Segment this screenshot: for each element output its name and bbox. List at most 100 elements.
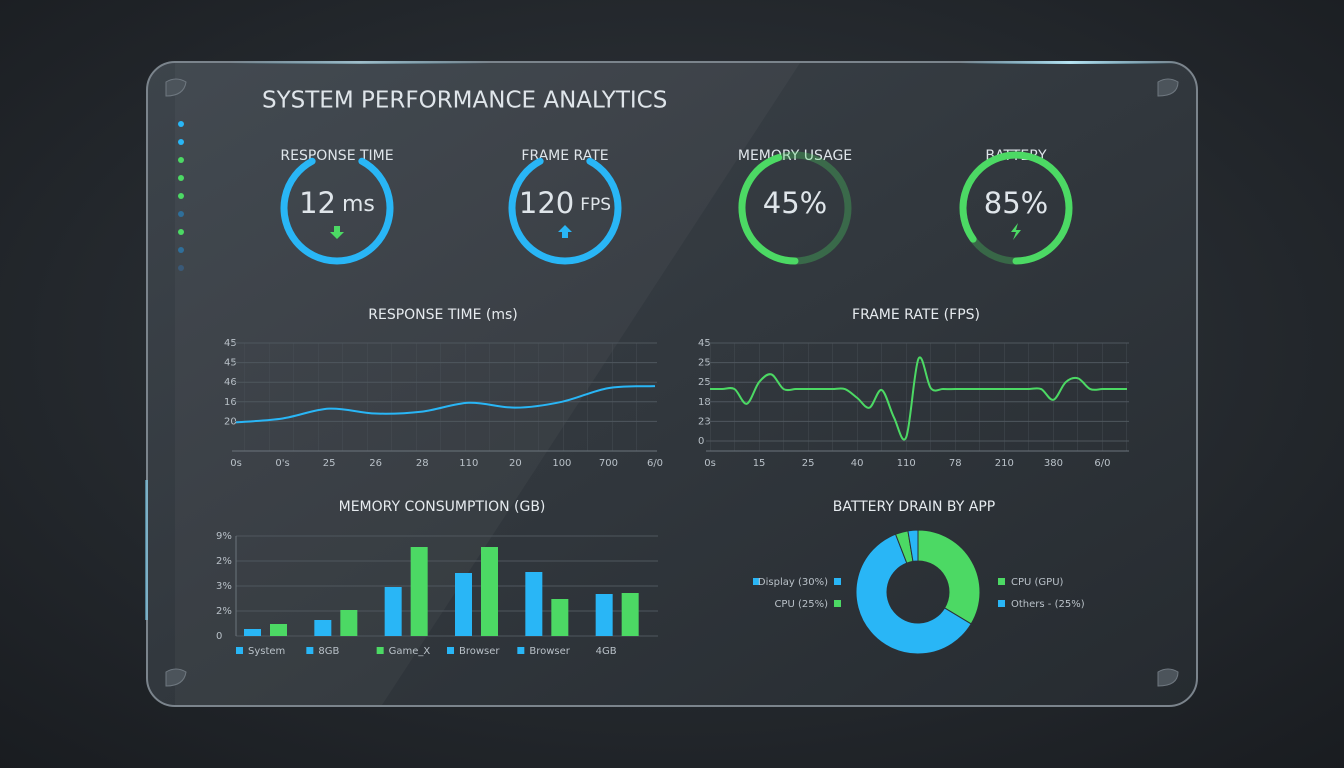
edge-glow [960, 61, 1180, 64]
category-marker [376, 647, 384, 654]
legend-label: CPU (GPU) [1011, 577, 1064, 588]
pie-slice [907, 529, 919, 562]
x-tick-label: 110 [459, 458, 478, 469]
bar [384, 587, 402, 636]
gauge-value: 12 ms [299, 186, 375, 220]
y-tick-label: 45 [224, 338, 237, 349]
x-tick-label: 26 [369, 458, 382, 469]
y-tick-label: 18 [698, 397, 711, 408]
chart-title: BATTERY DRAIN BY APP [833, 499, 996, 515]
category-marker [306, 647, 314, 654]
legend-label: CPU (25%) [774, 599, 828, 610]
bar [340, 610, 358, 636]
x-tick-label: Browser [459, 646, 500, 657]
gauge-unit: ms [342, 192, 375, 217]
trend-arrow [330, 226, 344, 239]
x-tick-label: 4GB [596, 646, 617, 657]
page-title: SYSTEM PERFORMANCE ANALYTICS [262, 88, 667, 114]
gauge-arc [959, 151, 1073, 265]
x-tick-label: 0s [704, 458, 716, 469]
y-tick-label: 0 [698, 436, 704, 447]
y-tick-label: 0 [216, 631, 222, 642]
legend-swatch [998, 600, 1005, 607]
legend-label: Others - (25%) [1011, 599, 1085, 610]
plot-grid [232, 343, 657, 451]
gauge-unit: FPS [580, 195, 611, 215]
pie-slice [855, 533, 972, 655]
gauge-number: 120 [519, 186, 574, 220]
line-series [709, 356, 1127, 441]
y-tick-label: 23 [698, 416, 711, 427]
gauge-number: 12 [299, 186, 336, 220]
x-tick-label: 100 [552, 458, 571, 469]
gauge-arc [738, 154, 799, 265]
bar [314, 620, 332, 636]
x-tick-label: 0's [275, 458, 289, 469]
bolt-icon [1011, 223, 1021, 240]
line-series [235, 385, 656, 424]
gauge-title: RESPONSE TIME [280, 148, 393, 164]
bar [595, 594, 613, 636]
x-tick-label: 700 [599, 458, 618, 469]
y-tick-label: 16 [224, 397, 237, 408]
x-tick-label: 25 [323, 458, 336, 469]
y-tick-label: 9% [216, 531, 232, 542]
legend-label: Display (30%) [758, 577, 828, 588]
y-tick-label: 45 [224, 358, 237, 369]
x-tick-label: 28 [416, 458, 429, 469]
pie-slice [917, 529, 981, 625]
gauge-ring [508, 157, 622, 265]
gauge-ring [280, 157, 394, 265]
y-tick-label: 45 [698, 338, 711, 349]
bar [410, 547, 428, 636]
x-tick-label: 6/0 [647, 458, 663, 469]
x-tick-label: 20 [509, 458, 522, 469]
chart-title: MEMORY CONSUMPTION (GB) [339, 499, 546, 515]
legend-swatch [998, 578, 1005, 585]
edge-glow [145, 480, 148, 620]
gauge-value: 45% [763, 186, 827, 220]
bar [481, 547, 498, 636]
y-tick-label: 20 [224, 416, 237, 427]
category-marker [447, 647, 454, 654]
trend-arrow [558, 225, 572, 238]
bar [551, 599, 569, 636]
category-marker [517, 647, 525, 654]
y-tick-label: 25 [698, 377, 711, 388]
x-tick-label: 8GB [318, 646, 339, 657]
x-tick-label: System [248, 646, 285, 657]
bar [270, 624, 287, 636]
y-tick-label: 2% [216, 606, 232, 617]
bar [621, 593, 639, 636]
x-tick-label: 0s [230, 458, 242, 469]
legend-swatch [834, 600, 841, 607]
gauge-value: 120 FPS [519, 186, 611, 220]
y-tick-label: 25 [698, 358, 711, 369]
edge-glow [230, 61, 490, 64]
legend-swatch [753, 578, 760, 585]
y-tick-label: 2% [216, 556, 232, 567]
x-tick-label: 6/0 [1094, 458, 1110, 469]
bar [455, 573, 472, 636]
x-tick-label: 25 [802, 458, 815, 469]
y-tick-label: 3% [216, 581, 232, 592]
x-tick-label: Browser [529, 646, 570, 657]
x-tick-label: 78 [949, 458, 962, 469]
category-marker [236, 647, 243, 654]
legend-swatch [834, 578, 841, 585]
corner-screws [165, 78, 1179, 687]
gauge-value: 85% [984, 186, 1048, 220]
y-tick-label: 46 [224, 377, 237, 388]
chart-title: FRAME RATE (FPS) [852, 307, 980, 323]
x-tick-label: 380 [1044, 458, 1063, 469]
x-tick-label: 210 [995, 458, 1014, 469]
bar [244, 629, 261, 636]
status-dots [178, 121, 184, 271]
x-tick-label: 15 [753, 458, 766, 469]
bar [525, 572, 543, 636]
x-tick-label: 110 [897, 458, 916, 469]
x-tick-label: 40 [851, 458, 864, 469]
chart-title: RESPONSE TIME (ms) [368, 307, 518, 323]
x-tick-label: Game_X [389, 646, 431, 657]
